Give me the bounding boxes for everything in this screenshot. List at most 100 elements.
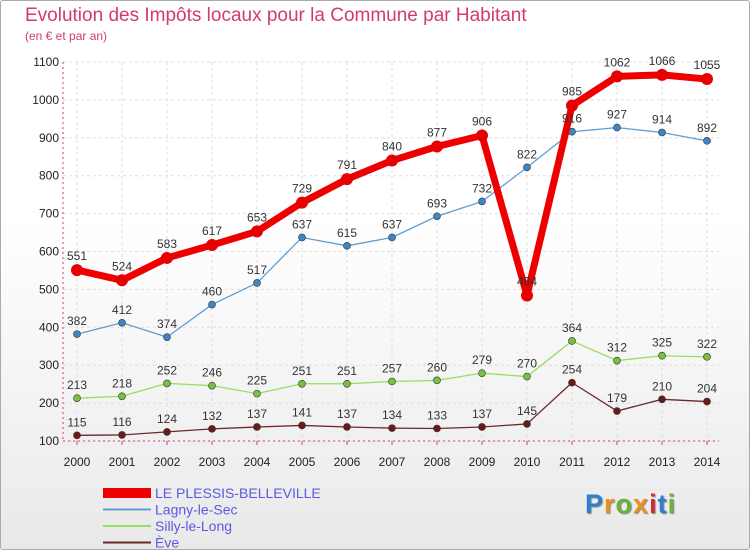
series-point: [478, 423, 486, 431]
data-label: 517: [247, 263, 267, 277]
legend: LE PLESSIS-BELLEVILLELagny-le-SecSilly-l…: [103, 485, 321, 549]
series-point: [611, 70, 623, 83]
data-label: 364: [562, 321, 582, 335]
y-tick-label: 200: [39, 396, 59, 410]
data-label: 270: [517, 357, 537, 371]
axes: 100 200 300 400 500 600 700 800 900 1000 1100 2000 2…: [32, 55, 720, 469]
x-tick-label: 2000: [64, 455, 91, 469]
grid-lines: [63, 61, 719, 442]
series-point: [251, 225, 263, 238]
chart-title: Evolution des Impôts locaux pour la Comm…: [25, 5, 527, 26]
data-label: 583: [157, 237, 177, 251]
data-label: 729: [292, 182, 312, 196]
data-label: 524: [112, 259, 132, 273]
logo-letter: P: [585, 489, 605, 519]
series-point: [568, 378, 576, 387]
data-label: 137: [472, 407, 492, 421]
data-label: 637: [382, 217, 402, 231]
y-tick-label: 300: [39, 358, 59, 372]
data-label: 617: [202, 224, 222, 238]
series-point: [298, 421, 306, 430]
series-point: [476, 129, 488, 142]
x-tick-label: 2003: [199, 455, 226, 469]
series-point: [208, 381, 216, 390]
data-label: 218: [112, 376, 132, 390]
series-point: [388, 424, 396, 432]
series-point: [433, 376, 441, 385]
data-label: 822: [517, 147, 537, 161]
series-point: [296, 196, 308, 209]
series-point: [118, 392, 126, 401]
proxiti-logo: Proxiti: [585, 489, 676, 520]
y-tick-label: 1100: [33, 55, 59, 69]
data-label: 551: [67, 249, 87, 263]
series-point: [523, 372, 531, 381]
data-label: 732: [472, 181, 492, 195]
series-point: [71, 264, 83, 277]
legend-label: LE PLESSIS-BELLEVILLE: [155, 485, 321, 501]
y-tick-label: 700: [39, 207, 59, 221]
series-point: [73, 394, 81, 402]
data-label: 1066: [649, 54, 676, 68]
data-label: 840: [382, 140, 402, 154]
data-label: 251: [337, 364, 357, 378]
data-label: 210: [652, 379, 672, 393]
data-label: 916: [562, 112, 582, 126]
series-point: [73, 431, 81, 440]
x-tick-label: 2011: [559, 455, 585, 469]
data-label: 615: [337, 226, 357, 240]
data-label: 877: [427, 126, 447, 140]
legend-label: Ève: [155, 535, 179, 550]
series-point: [116, 274, 128, 287]
series-point: [298, 233, 306, 242]
x-tick-label: 2006: [334, 455, 361, 469]
series-point: [163, 428, 171, 436]
data-label: 1062: [604, 55, 631, 69]
series-point: [163, 333, 171, 341]
data-label: 260: [427, 360, 447, 374]
data-label: 257: [382, 361, 402, 375]
series-point: [388, 377, 396, 386]
data-label: 204: [697, 382, 717, 396]
data-label: 254: [562, 363, 582, 377]
series-point: [253, 389, 261, 398]
series-point: [658, 351, 666, 360]
legend-label: Lagny-le-Sec: [155, 502, 238, 518]
data-label: 137: [247, 407, 267, 421]
data-label: 460: [202, 285, 222, 299]
logo-letter: o: [615, 489, 634, 519]
series-point: [73, 330, 81, 338]
series-point: [253, 279, 261, 287]
series-point: [118, 431, 126, 439]
data-label: 246: [202, 366, 222, 380]
series-point: [433, 212, 441, 221]
y-tick-label: 500: [39, 282, 59, 296]
data-label: 133: [427, 408, 447, 422]
logo-letter: i: [649, 489, 658, 519]
series-point: [343, 423, 351, 431]
series-point: [613, 123, 621, 132]
logo-letter: i: [667, 489, 677, 519]
series-point: [658, 395, 666, 404]
data-label: 322: [697, 337, 717, 351]
data-label: 213: [67, 378, 87, 392]
data-label: 179: [607, 391, 627, 405]
series-point: [206, 239, 218, 252]
data-label: 906: [472, 115, 492, 129]
series-point: [343, 242, 351, 250]
series-point: [298, 379, 306, 388]
data-label: 325: [652, 336, 672, 350]
series-point: [478, 197, 486, 206]
y-tick-label: 900: [39, 131, 59, 145]
data-label: 279: [472, 353, 492, 367]
series-point: [656, 68, 668, 81]
x-tick-label: 2001: [109, 455, 136, 469]
data-label: 985: [562, 85, 582, 99]
data-label: 124: [157, 412, 177, 426]
data-label: 116: [112, 415, 131, 429]
series-point: [703, 397, 711, 406]
series-point: [208, 300, 216, 309]
series-point: [341, 173, 353, 186]
series-point: [613, 356, 621, 365]
